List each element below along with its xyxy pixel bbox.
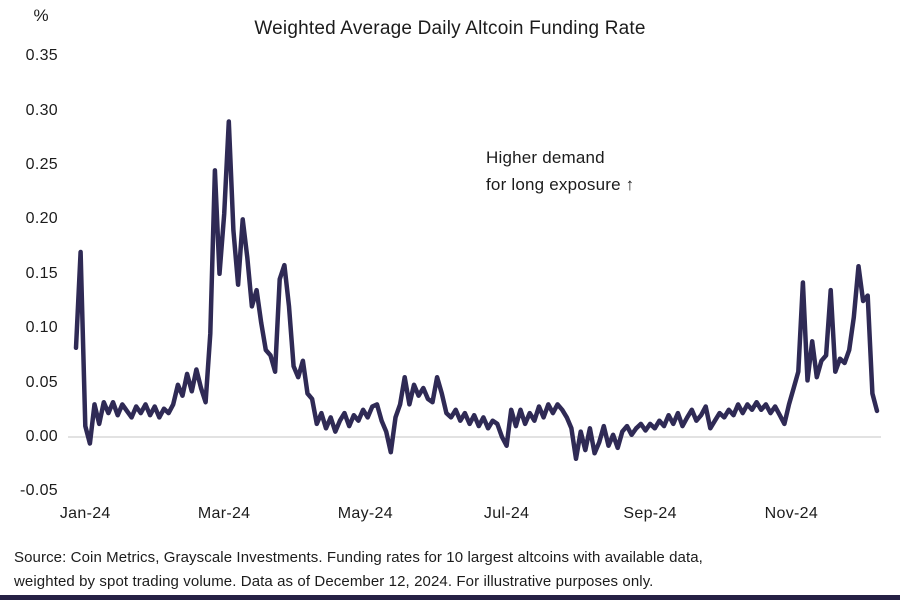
annotation-line-1: Higher demand: [486, 148, 605, 167]
chart-title: Weighted Average Daily Altcoin Funding R…: [254, 18, 646, 39]
funding-rate-series-line: [73, 119, 880, 462]
y-axis-tick-label: 0.25: [25, 156, 58, 173]
annotation-line-2: for long exposure ↑: [486, 175, 635, 194]
source-note-line-1: Source: Coin Metrics, Grayscale Investme…: [14, 549, 703, 566]
x-axis-tick-label: Jul-24: [483, 505, 530, 522]
x-axis-tick-label: Nov-24: [764, 505, 819, 522]
y-axis-tick-label: -0.05: [20, 482, 58, 500]
annotation: Higher demand for long exposure ↑: [486, 144, 634, 198]
y-axis-tick-label: 0.00: [25, 428, 58, 445]
x-axis-tick-label: Jan-24: [59, 505, 111, 522]
y-axis-tick-label: 0.20: [25, 210, 58, 228]
y-axis-tick-label: 0.30: [25, 101, 58, 119]
x-axis-tick-label: May-24: [337, 505, 393, 522]
source-note: Source: Coin Metrics, Grayscale Investme…: [14, 546, 703, 594]
source-note-line-2: weighted by spot trading volume. Data as…: [14, 573, 654, 590]
y-axis-tick-label: 0.05: [25, 373, 58, 391]
y-axis-tick-label: 0.35: [25, 47, 58, 65]
y-axis-tick-label: 0.15: [25, 264, 58, 282]
x-axis-tick-label: Mar-24: [197, 505, 251, 522]
x-axis-tick-label: Sep-24: [623, 505, 677, 522]
brand-bar: [0, 595, 900, 600]
y-axis-tick-label: 0.10: [25, 319, 58, 337]
y-axis-unit-label: %: [33, 6, 49, 25]
